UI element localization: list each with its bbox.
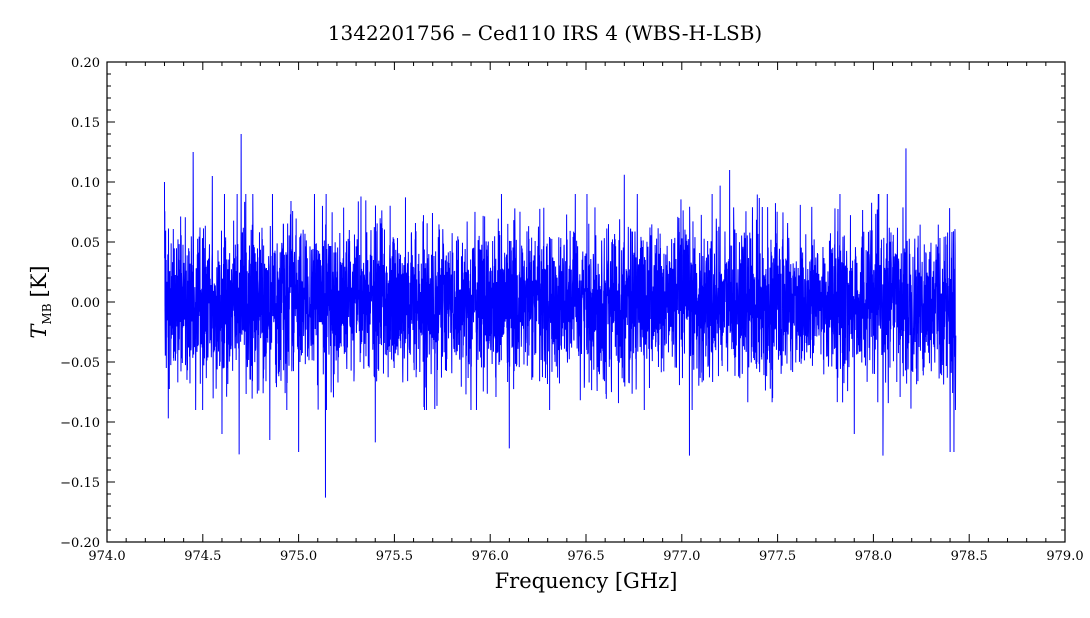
y-tick-label: −0.05: [60, 356, 100, 371]
y-tick-label: 0.20: [71, 56, 100, 71]
spectrum-data-layer: [163, 133, 957, 498]
y-tick-label: −0.10: [60, 416, 100, 431]
x-tick-label: 977.0: [663, 549, 700, 564]
x-tick-label: 976.0: [472, 549, 509, 564]
y-tick-label: 0.10: [71, 176, 100, 191]
y-axis-title-unit: [K]: [27, 265, 51, 297]
x-tick-label: 975.5: [376, 549, 413, 564]
x-tick-label: 978.5: [951, 549, 988, 564]
y-tick-label: −0.15: [60, 476, 100, 491]
spectrum-line: [163, 133, 957, 498]
y-tick-label: 0.00: [71, 296, 100, 311]
axis-ticks: 974.0 974.5 975.0 975.5 976.0 976.5 977.0 977.5…: [60, 56, 1083, 564]
x-tick-label: 974.0: [88, 549, 125, 564]
x-axis-title: Frequency [GHz]: [495, 569, 678, 593]
y-tick-label: 0.05: [71, 236, 100, 251]
x-tick-label: 978.0: [855, 549, 892, 564]
x-tick-label: 976.5: [567, 549, 604, 564]
x-tick-label: 974.5: [184, 549, 221, 564]
y-axis-title: TMB [K]: [27, 265, 54, 338]
y-tick-label: −0.20: [60, 536, 100, 551]
y-axis-title-sub: MB: [40, 303, 54, 324]
y-tick-label: 0.15: [71, 116, 100, 131]
y-axis-title-main: T: [27, 323, 51, 339]
x-tick-label: 977.5: [759, 549, 796, 564]
chart-title: 1342201756 – Ced110 IRS 4 (WBS-H-LSB): [328, 21, 762, 45]
x-tick-label: 979.0: [1046, 549, 1083, 564]
x-tick-label: 975.0: [280, 549, 317, 564]
